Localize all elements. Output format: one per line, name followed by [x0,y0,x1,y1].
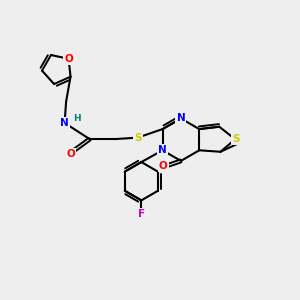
Text: H: H [73,114,81,123]
Text: F: F [138,209,145,219]
Text: O: O [64,54,73,64]
Text: N: N [158,145,167,155]
Text: N: N [176,113,185,124]
Text: S: S [134,133,141,142]
Text: O: O [66,149,75,159]
Text: S: S [232,134,239,144]
Text: O: O [159,161,168,171]
Text: N: N [60,118,69,128]
